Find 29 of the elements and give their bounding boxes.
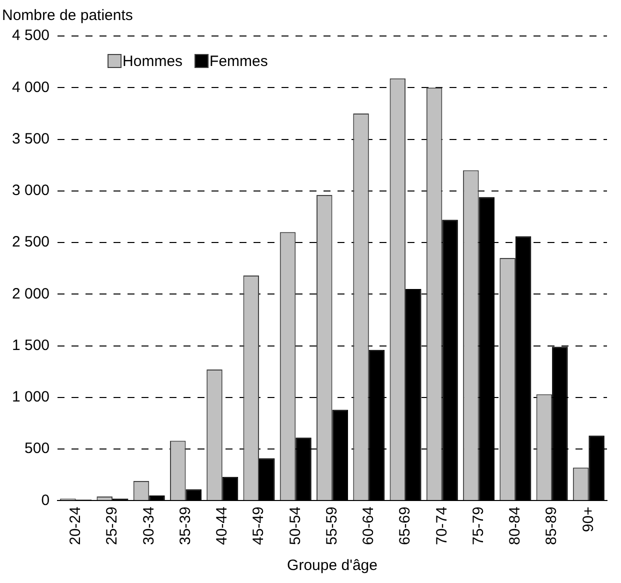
y-axis-title: Nombre de patients xyxy=(2,7,133,24)
x-tick-label: 85-89 xyxy=(543,506,560,546)
x-tick-label: 75-79 xyxy=(470,506,487,546)
y-tick-label: 3 000 xyxy=(12,182,50,200)
x-axis-title: Groupe d'âge xyxy=(287,557,378,574)
x-tick-label: 40-44 xyxy=(214,506,231,546)
y-tick-label: 1 000 xyxy=(12,388,50,406)
y-tick-label: 4 000 xyxy=(12,78,50,96)
x-tick-label: 45-49 xyxy=(250,506,268,546)
y-tick-label: 1 500 xyxy=(12,336,50,354)
x-tick-label: 90+ xyxy=(580,506,597,532)
x-tick-label: 35-39 xyxy=(176,506,194,546)
legend-label: Femmes xyxy=(210,53,268,70)
y-tick-label: 4 500 xyxy=(12,27,50,44)
x-tick-label: 65-69 xyxy=(396,506,414,546)
x-tick-label: 25-29 xyxy=(104,506,121,546)
x-tick-label: 55-59 xyxy=(323,506,340,546)
x-tick-label: 20-24 xyxy=(66,506,84,546)
x-tick-label: 80-84 xyxy=(506,506,524,546)
x-tick-label: 70-74 xyxy=(433,506,450,546)
y-tick-label: 500 xyxy=(24,440,50,458)
x-tick-label: 60-64 xyxy=(360,506,378,546)
x-tick-label: 50-54 xyxy=(286,506,304,546)
x-tick-label: 30-34 xyxy=(140,506,158,546)
y-tick-label: 3 500 xyxy=(12,130,50,148)
y-tick-label: 2 500 xyxy=(12,234,50,251)
y-tick-label: 2 000 xyxy=(12,285,50,302)
y-tick-label: 0 xyxy=(41,492,50,509)
legend-label: Hommes xyxy=(122,53,183,70)
